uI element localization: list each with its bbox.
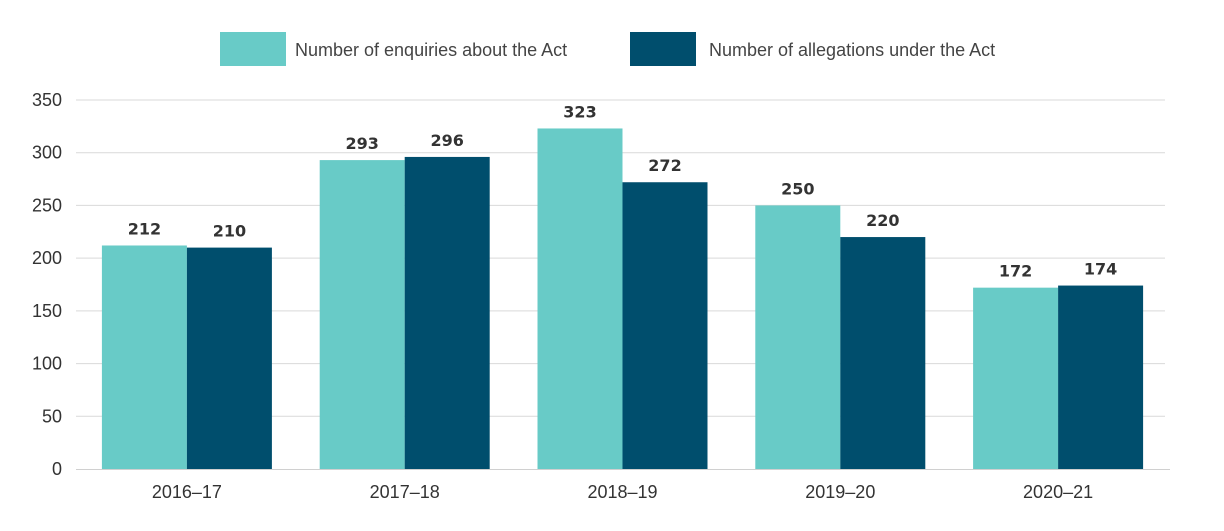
x-tick-label: 2018–19	[587, 482, 657, 502]
bars	[101, 128, 1144, 470]
data-label: 210	[213, 222, 246, 241]
data-label: 293	[345, 134, 378, 153]
bar-allegations-2017–18	[404, 156, 490, 469]
legend-label-allegations: Number of allegations under the Act	[709, 40, 995, 60]
x-tick-label: 2017–18	[370, 482, 440, 502]
data-labels: 212 210 293 296 323 272 250 220 172 174	[128, 102, 1118, 280]
data-label: 250	[781, 179, 814, 198]
y-tick-label: 300	[32, 143, 62, 163]
legend-swatch-enquiries	[220, 32, 286, 66]
y-tick-label: 0	[52, 459, 62, 479]
y-tick-label: 350	[32, 90, 62, 110]
data-label: 220	[866, 211, 899, 230]
data-label: 212	[128, 219, 161, 238]
bar-allegations-2016–17	[186, 247, 272, 469]
x-tick-label: 2019–20	[805, 482, 875, 502]
legend: Number of enquiries about the Act Number…	[220, 32, 995, 66]
bar-enquiries-2016–17	[101, 245, 187, 469]
data-label: 174	[1084, 260, 1117, 279]
bar-allegations-2019–20	[840, 237, 926, 469]
y-axis-tick-labels: 0 50 100 150 200 250 300 350	[32, 90, 62, 479]
y-tick-label: 100	[32, 354, 62, 374]
legend-label-enquiries: Number of enquiries about the Act	[295, 40, 567, 60]
bar-enquiries-2017–18	[319, 160, 405, 469]
data-label: 172	[999, 262, 1032, 281]
x-tick-label: 2016–17	[152, 482, 222, 502]
x-axis-tick-labels: 2016–17 2017–18 2018–19 2019–20 2020–21	[152, 482, 1093, 502]
bar-allegations-2018–19	[622, 182, 708, 469]
bar-enquiries-2019–20	[755, 205, 841, 469]
y-tick-label: 200	[32, 248, 62, 268]
y-tick-label: 50	[42, 406, 62, 426]
data-label: 272	[648, 156, 681, 175]
y-tick-label: 250	[32, 195, 62, 215]
bar-allegations-2020–21	[1058, 285, 1144, 469]
legend-swatch-allegations	[630, 32, 696, 66]
x-tick-label: 2020–21	[1023, 482, 1093, 502]
bar-enquiries-2020–21	[973, 287, 1059, 469]
data-label: 323	[563, 102, 596, 121]
y-tick-label: 150	[32, 301, 62, 321]
data-label: 296	[430, 131, 463, 150]
bar-enquiries-2018–19	[537, 128, 623, 470]
